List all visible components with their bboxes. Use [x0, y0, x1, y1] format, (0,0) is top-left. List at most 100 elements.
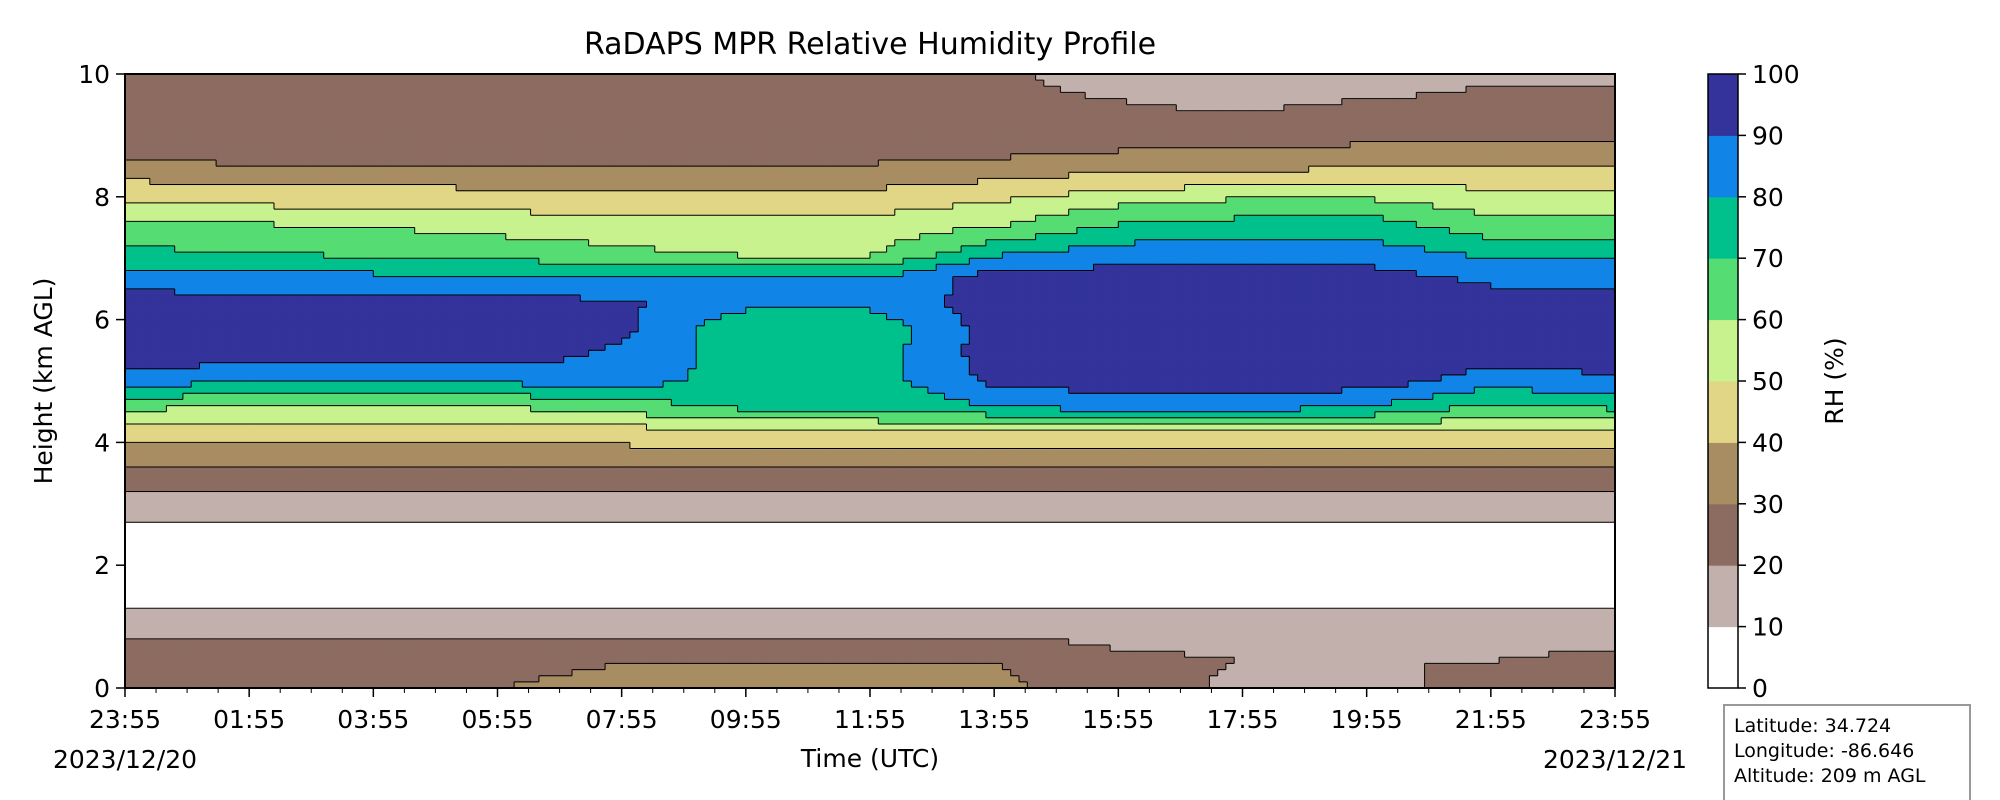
heatmap-cell [207, 516, 217, 523]
heatmap-cell [216, 338, 225, 345]
heatmap-cell [199, 123, 209, 130]
heatmap-cell [331, 417, 341, 425]
heatmap-cell [373, 172, 383, 179]
heatmap-cell [282, 522, 292, 529]
heatmap-cell [398, 245, 408, 253]
heatmap-cell [224, 92, 234, 100]
heatmap-cell [398, 657, 408, 665]
heatmap-cell [381, 135, 391, 143]
heatmap-cell [423, 411, 432, 419]
heatmap-cell [274, 129, 283, 136]
heatmap-cell [315, 405, 325, 413]
heatmap-cell [249, 638, 259, 646]
heatmap-cell [480, 227, 490, 235]
heatmap-cell [207, 166, 217, 173]
heatmap-cell [240, 110, 250, 118]
heatmap-cell [348, 313, 358, 321]
heatmap-cell [373, 651, 383, 658]
heatmap-cell [348, 540, 358, 548]
heatmap-cell [480, 350, 490, 358]
heatmap-cell [249, 595, 259, 603]
heatmap-cell [191, 589, 201, 597]
heatmap-cell [356, 442, 366, 450]
heatmap-cell [356, 227, 366, 235]
heatmap-cell [166, 282, 176, 290]
heatmap-cell [315, 301, 325, 308]
heatmap-cell [505, 202, 515, 210]
heatmap-cell [315, 362, 325, 370]
heatmap-cell [389, 565, 399, 572]
heatmap-cell [489, 479, 499, 486]
heatmap-cell [431, 497, 441, 505]
heatmap-cell [298, 651, 308, 658]
heatmap-cell [323, 301, 333, 308]
heatmap-cell [199, 381, 209, 388]
heatmap-cell [323, 411, 333, 419]
heatmap-cell [232, 307, 242, 315]
heatmap-cell [365, 454, 374, 462]
heatmap-cell [389, 626, 399, 634]
heatmap-cell [406, 319, 416, 327]
heatmap-cell [323, 503, 333, 511]
heatmap-cell [224, 338, 234, 345]
heatmap-cell [480, 571, 490, 579]
heatmap-cell [489, 491, 499, 499]
heatmap-cell [431, 595, 441, 603]
heatmap-cell [373, 301, 383, 308]
heatmap-cell [257, 411, 267, 419]
heatmap-cell [340, 503, 350, 511]
heatmap-cell [307, 473, 316, 480]
heatmap-cell [365, 460, 374, 468]
heatmap-cell [340, 258, 350, 265]
heatmap-cell [447, 202, 457, 210]
heatmap-cell [216, 577, 225, 585]
heatmap-cell [381, 227, 391, 235]
heatmap-cell [389, 528, 399, 536]
heatmap-cell [472, 602, 482, 609]
heatmap-cell [348, 608, 358, 615]
heatmap-cell [423, 669, 432, 677]
heatmap-cell [472, 632, 482, 640]
heatmap-cell [315, 473, 325, 480]
heatmap-cell [249, 166, 259, 173]
heatmap-cell [423, 301, 432, 308]
heatmap-cell [489, 110, 499, 118]
heatmap-cell [191, 239, 201, 247]
heatmap-cell [191, 319, 201, 327]
heatmap-cell [497, 503, 507, 511]
heatmap-cell [365, 466, 374, 474]
heatmap-cell [199, 632, 209, 640]
heatmap-cell [447, 135, 457, 143]
heatmap-cell [290, 245, 300, 253]
heatmap-cell [307, 356, 316, 364]
heatmap-cell [456, 209, 465, 216]
heatmap-cell [191, 159, 201, 167]
heatmap-cell [207, 381, 217, 388]
heatmap-cell [348, 239, 358, 247]
heatmap-cell [464, 552, 474, 560]
heatmap-cell [240, 546, 250, 554]
heatmap-cell [133, 319, 143, 327]
heatmap-cell [158, 595, 167, 603]
heatmap-cell [290, 681, 300, 688]
heatmap-cell [191, 638, 201, 646]
heatmap-cell [199, 516, 209, 523]
heatmap-cell [216, 123, 225, 130]
heatmap-cell [298, 381, 308, 388]
heatmap-cell [406, 258, 416, 265]
heatmap-cell [456, 454, 465, 462]
heatmap-cell [257, 313, 267, 321]
heatmap-cell [522, 264, 532, 272]
heatmap-cell [257, 215, 267, 222]
heatmap-cell [381, 614, 391, 622]
heatmap-cell [298, 491, 308, 499]
heatmap-cell [431, 399, 441, 407]
heatmap-cell [224, 638, 234, 646]
heatmap-cell [431, 172, 441, 179]
heatmap-cell [307, 215, 316, 222]
heatmap-cell [439, 448, 449, 456]
heatmap-cell [398, 528, 408, 536]
heatmap-cell [406, 362, 416, 370]
heatmap-cell [125, 252, 134, 259]
heatmap-cell [522, 614, 532, 622]
